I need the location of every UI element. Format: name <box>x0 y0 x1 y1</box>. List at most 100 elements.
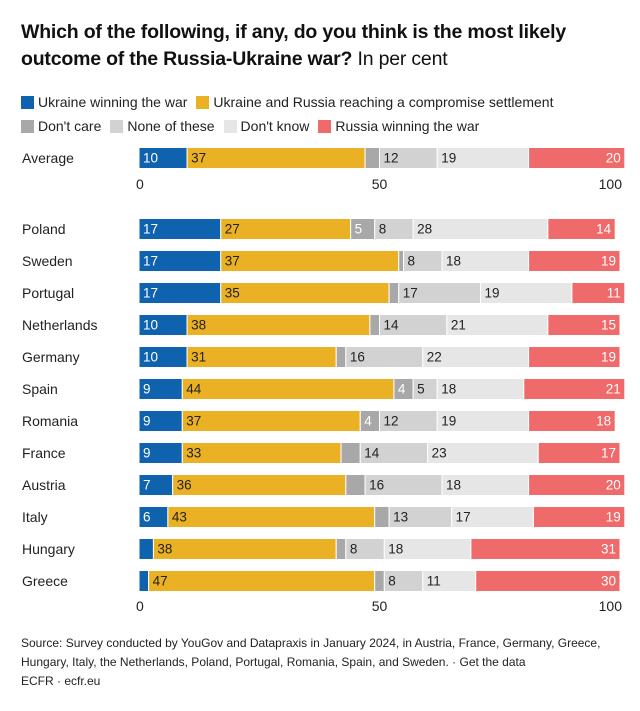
chart-title-sub: In per cent <box>357 48 448 70</box>
chart-legend: Ukraine winning the war Ukraine and Russ… <box>21 90 631 138</box>
data-label: 18 <box>446 254 461 269</box>
data-label: 4 <box>364 414 372 429</box>
chart-footer: Source: Survey conducted by YouGov and D… <box>21 634 631 691</box>
source-separator: · <box>448 655 460 669</box>
data-label: 16 <box>350 350 365 365</box>
get-the-data-link[interactable]: Get the data <box>459 655 526 669</box>
bar-segment <box>220 218 352 240</box>
category-label: Poland <box>22 221 66 237</box>
category-label: Greece <box>22 573 68 589</box>
data-label: 19 <box>601 254 616 269</box>
data-label: 37 <box>191 151 206 166</box>
data-label: 19 <box>441 414 456 429</box>
data-label: 31 <box>601 542 616 557</box>
data-label: 47 <box>153 574 168 589</box>
credit-line: ECFR · ecfr.eu <box>21 674 101 688</box>
data-label: 21 <box>606 382 621 397</box>
bar-segment <box>181 442 342 464</box>
data-label: 18 <box>441 382 456 397</box>
x-tick-label: 100 <box>599 176 623 192</box>
data-label: 22 <box>427 350 442 365</box>
data-label: 5 <box>417 382 425 397</box>
data-label: 18 <box>388 542 403 557</box>
data-label: 38 <box>191 318 206 333</box>
legend-label: Ukraine winning the war <box>38 94 188 110</box>
bar-segment <box>148 570 376 592</box>
data-label: 7 <box>143 478 151 493</box>
bar-segment <box>528 147 626 169</box>
data-label: 14 <box>596 222 612 237</box>
category-label: Austria <box>22 477 66 493</box>
data-label: 10 <box>143 350 158 365</box>
bar-segment <box>475 570 621 592</box>
legend-item-russia-winning: Russia winning the war <box>318 118 479 134</box>
data-label: 20 <box>606 478 621 493</box>
source-note: Source: Survey conducted by YouGov and D… <box>21 636 601 669</box>
data-label: 10 <box>143 151 158 166</box>
data-label: 28 <box>417 222 432 237</box>
bar-segment <box>528 250 621 272</box>
bar-segment <box>528 410 616 432</box>
bar-segment <box>181 378 395 400</box>
x-tick-label: 50 <box>372 176 388 192</box>
category-label: Germany <box>22 349 80 365</box>
data-label: 14 <box>384 318 400 333</box>
category-label: Spain <box>22 381 58 397</box>
data-label: 13 <box>393 510 408 525</box>
category-label: Average <box>22 150 74 166</box>
data-label: 12 <box>384 414 399 429</box>
bar-segment <box>138 570 150 592</box>
bar-segment <box>167 506 376 528</box>
data-label: 20 <box>606 151 621 166</box>
bar-segment <box>340 442 361 464</box>
bar-segment <box>470 538 621 560</box>
data-label: 37 <box>186 414 201 429</box>
data-label: 10 <box>143 318 158 333</box>
chart-title: Which of the following, if any, do you t… <box>21 19 631 73</box>
legend-swatch <box>223 119 237 133</box>
data-label: 17 <box>143 254 158 269</box>
data-label: 19 <box>441 151 456 166</box>
legend-item-none-of-these: None of these <box>110 118 215 134</box>
x-tick-label: 0 <box>136 598 144 614</box>
bar-segment <box>186 346 337 368</box>
data-label: 21 <box>451 318 466 333</box>
data-label: 17 <box>601 446 616 461</box>
data-label: 8 <box>408 254 416 269</box>
data-label: 9 <box>143 446 151 461</box>
x-tick-label: 50 <box>372 598 388 614</box>
data-label: 17 <box>143 222 158 237</box>
data-label: 31 <box>191 350 206 365</box>
bar-segment <box>220 282 390 304</box>
data-label: 38 <box>157 542 172 557</box>
data-label: 8 <box>379 222 387 237</box>
bar-segment <box>369 314 381 336</box>
bar-segment <box>152 538 337 560</box>
bar-segment <box>335 346 347 368</box>
data-label: 19 <box>601 350 616 365</box>
data-label: 9 <box>143 414 151 429</box>
category-label: Italy <box>22 509 48 525</box>
data-label: 15 <box>601 318 616 333</box>
data-label: 27 <box>225 222 240 237</box>
data-label: 18 <box>596 414 611 429</box>
legend-row-2: Don't care None of these Don't know Russ… <box>21 114 631 138</box>
bar-segment <box>523 378 626 400</box>
legend-label: Don't care <box>38 118 102 134</box>
data-label: 30 <box>601 574 616 589</box>
data-label: 9 <box>143 382 151 397</box>
bar-segment <box>186 147 366 169</box>
bar-segment <box>537 442 621 464</box>
category-label: Portugal <box>22 285 74 301</box>
legend-swatch <box>21 119 34 133</box>
legend-item-dont-know: Don't know <box>223 118 309 134</box>
data-label: 8 <box>388 574 396 589</box>
data-label: 5 <box>355 222 363 237</box>
data-label: 35 <box>225 286 240 301</box>
data-label: 23 <box>432 446 447 461</box>
legend-swatch <box>110 119 124 133</box>
legend-item-ukraine-winning: Ukraine winning the war <box>21 94 187 110</box>
bar-segment <box>528 474 626 496</box>
bar-segment <box>335 538 347 560</box>
data-label: 6 <box>143 510 151 525</box>
